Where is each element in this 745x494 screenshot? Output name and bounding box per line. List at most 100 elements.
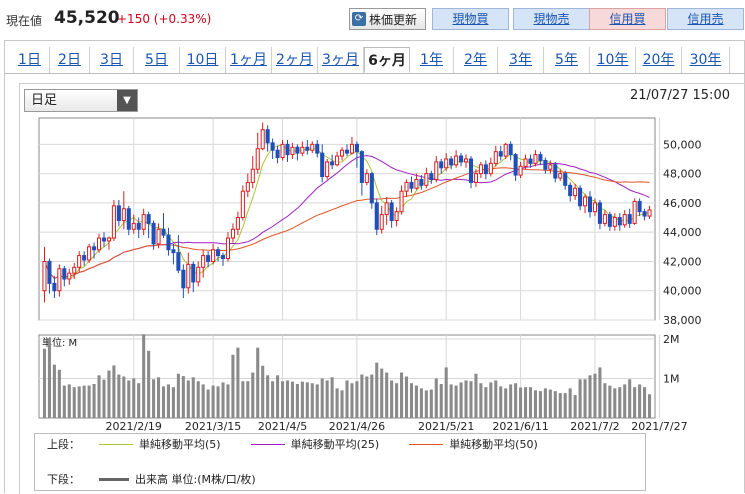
volume-bar xyxy=(271,381,275,418)
legend-sma5-swatch xyxy=(99,443,133,445)
volume-bar xyxy=(553,391,557,418)
tab-11[interactable]: 3年 xyxy=(498,47,544,73)
price-tick-label: 38,000 xyxy=(663,314,702,327)
candle-body xyxy=(77,255,82,268)
candle-body xyxy=(151,222,156,245)
candle-body xyxy=(424,173,429,186)
volume-bar xyxy=(137,383,141,418)
tab-14[interactable]: 20年 xyxy=(636,47,682,73)
margin-sell-button[interactable]: 信用売 xyxy=(667,8,744,30)
volume-bar xyxy=(117,374,121,418)
legend-sma5: 単純移動平均(5) xyxy=(99,436,221,452)
tab-7[interactable]: 3ヶ月 xyxy=(318,47,364,73)
candle-body xyxy=(176,252,181,271)
volume-bar xyxy=(514,383,518,418)
volume-bar xyxy=(538,391,542,418)
margin-buy-button[interactable]: 信用買 xyxy=(589,8,666,30)
volume-bar xyxy=(533,390,537,418)
candle-body xyxy=(478,164,483,175)
candle-body xyxy=(384,202,389,216)
candle-body xyxy=(82,255,87,261)
volume-bar xyxy=(166,384,171,418)
cash-sell-button[interactable]: 現物売 xyxy=(513,8,590,30)
tab-6[interactable]: 2ヶ月 xyxy=(272,47,318,73)
volume-bar xyxy=(206,389,210,418)
period-tabs: 1日 2日 3日 5日 10日 1ヶ月 2ヶ月 3ヶ月 6ヶ月 1年 2年 3年 5年 10年 20年 30年 xyxy=(10,47,740,73)
candle-body xyxy=(196,266,201,283)
tab-9[interactable]: 1年 xyxy=(410,47,454,73)
candle-body xyxy=(369,173,374,204)
tab-5[interactable]: 1ヶ月 xyxy=(226,47,272,73)
tab-15[interactable]: 30年 xyxy=(682,47,730,73)
candle-body xyxy=(587,196,593,213)
candle-body xyxy=(171,249,176,254)
volume-bar xyxy=(633,387,637,418)
candle-body xyxy=(538,154,543,161)
current-price-value: 45,520 xyxy=(54,8,120,28)
volume-bar xyxy=(330,377,334,418)
candle-body xyxy=(434,161,439,180)
cash-buy-button[interactable]: 現物買 xyxy=(432,8,509,30)
volume-tick-label: 2M xyxy=(663,333,680,346)
refresh-quote-label: 株価更新 xyxy=(369,12,418,27)
volume-bar xyxy=(246,381,250,418)
tab-3[interactable]: 5日 xyxy=(134,47,180,73)
candle-body xyxy=(473,173,478,183)
candle-body xyxy=(92,246,97,251)
candle-body xyxy=(518,165,523,176)
candle-body xyxy=(310,143,315,151)
tab-13[interactable]: 10年 xyxy=(590,47,636,73)
candle-body xyxy=(583,196,588,207)
candle-body xyxy=(617,217,622,226)
candle-body xyxy=(62,268,67,280)
interval-select-value: 日足 xyxy=(31,93,58,108)
candle-body xyxy=(414,178,419,189)
current-price-label: 現在値 xyxy=(6,14,43,28)
candle-body xyxy=(285,143,290,156)
candle-body xyxy=(592,202,598,213)
legend-sma25-label: 単純移動平均(25) xyxy=(290,438,380,451)
volume-bar xyxy=(310,383,314,418)
candle-body xyxy=(275,149,280,159)
candle-body xyxy=(260,129,265,150)
tab-8[interactable]: 6ヶ月 xyxy=(364,47,410,73)
legend-lower-head: 下段： xyxy=(47,473,80,486)
volume-bar xyxy=(355,381,359,418)
volume-bar xyxy=(256,347,260,418)
tab-12[interactable]: 5年 xyxy=(544,47,590,73)
volume-bar xyxy=(350,383,354,418)
volume-bar xyxy=(623,384,627,418)
candle-body xyxy=(483,164,488,175)
interval-select[interactable]: 日足 ▼ xyxy=(24,89,138,112)
legend-volume-swatch xyxy=(99,477,129,481)
refresh-quote-button[interactable]: ⟳ 株価更新 xyxy=(349,8,426,30)
legend-upper-head: 上段： xyxy=(47,438,80,451)
candle-body xyxy=(335,155,340,166)
volume-bar xyxy=(290,381,294,418)
tab-10[interactable]: 2年 xyxy=(454,47,498,73)
tab-0[interactable]: 1日 xyxy=(10,47,50,73)
tab-4[interactable]: 10日 xyxy=(180,47,226,73)
tab-1[interactable]: 2日 xyxy=(50,47,90,73)
volume-bar xyxy=(558,393,562,418)
volume-bar xyxy=(315,384,319,418)
volume-bar xyxy=(598,367,602,418)
candle-body xyxy=(409,181,414,189)
volume-bar xyxy=(385,372,389,418)
volume-bar xyxy=(454,385,458,418)
candle-body xyxy=(136,222,141,230)
volume-bar xyxy=(499,386,503,418)
volume-bar xyxy=(573,395,577,418)
candle-body xyxy=(488,162,493,175)
candle-body xyxy=(612,217,617,227)
volume-tick-label: 1M xyxy=(663,372,680,385)
volume-bar xyxy=(157,377,161,418)
volume-bar xyxy=(152,379,156,418)
candle-body xyxy=(568,184,573,197)
volume-bar xyxy=(439,384,443,418)
tab-2[interactable]: 3日 xyxy=(90,47,134,73)
chart-timestamp: 21/07/27 15:00 xyxy=(630,88,730,103)
legend-sma50: 単純移動平均(50) xyxy=(409,436,538,452)
candle-body xyxy=(315,143,320,154)
volume-bar xyxy=(67,384,71,418)
